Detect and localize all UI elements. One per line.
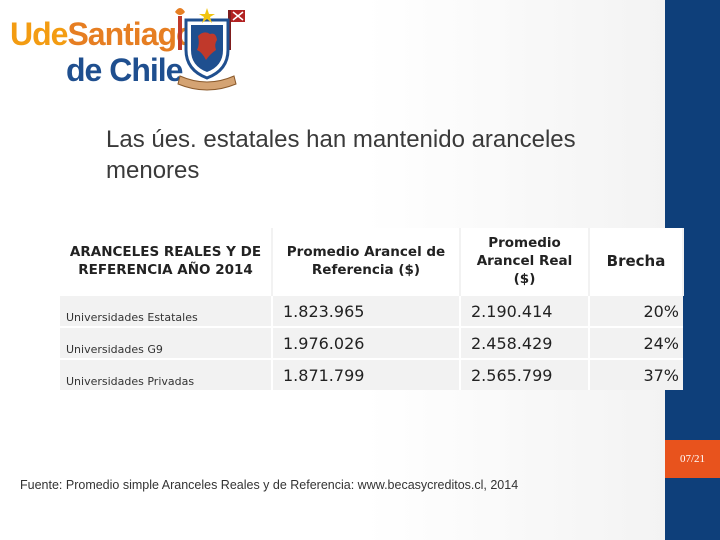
table-row: Universidades Estatales 1.823.965 2.190.… [60,294,683,327]
university-logo: UdeSantiago de Chile [10,6,250,92]
table-row: Universidades G9 1.976.026 2.458.429 24% [60,326,683,359]
page-number: 07/21 [665,440,720,478]
cell-brecha: 24% [589,326,683,359]
logo-santiago-text: Santiago [67,16,195,52]
logo-ude-text: Ude [10,16,68,52]
table-header-row: ARANCELES REALES Y DE REFERENCIA AÑO 201… [60,228,684,295]
cell-real: 2.458.429 [460,326,590,359]
logo-wordmark-line1: UdeSantiago [10,16,196,52]
table-row: Universidades Privadas 1.871.799 2.565.7… [60,358,683,390]
cell-brecha: 20% [589,294,683,327]
cell-referencia: 1.976.026 [272,326,461,359]
logo-wordmark-line2: de Chile [66,52,183,88]
source-footnote: Fuente: Promedio simple Aranceles Reales… [20,478,519,492]
cell-referencia: 1.823.965 [272,294,461,327]
row-label: Universidades G9 [60,326,273,359]
cell-brecha: 37% [589,358,683,390]
row-label: Universidades Privadas [60,358,273,390]
aranceles-table: ARANCELES REALES Y DE REFERENCIA AÑO 201… [60,228,684,390]
row-label: Universidades Estatales [60,294,273,327]
university-crest-icon [175,8,245,91]
slide-title: Las úes. estatales han mantenido arancel… [106,126,576,184]
header-aranceles: ARANCELES REALES Y DE REFERENCIA AÑO 201… [60,228,273,295]
header-arancel-real: Promedio Arancel Real ($) [460,228,590,295]
cell-real: 2.565.799 [460,358,590,390]
header-arancel-referencia: Promedio Arancel de Referencia ($) [272,228,461,295]
cell-real: 2.190.414 [460,294,590,327]
cell-referencia: 1.871.799 [272,358,461,390]
header-brecha: Brecha [589,228,684,295]
